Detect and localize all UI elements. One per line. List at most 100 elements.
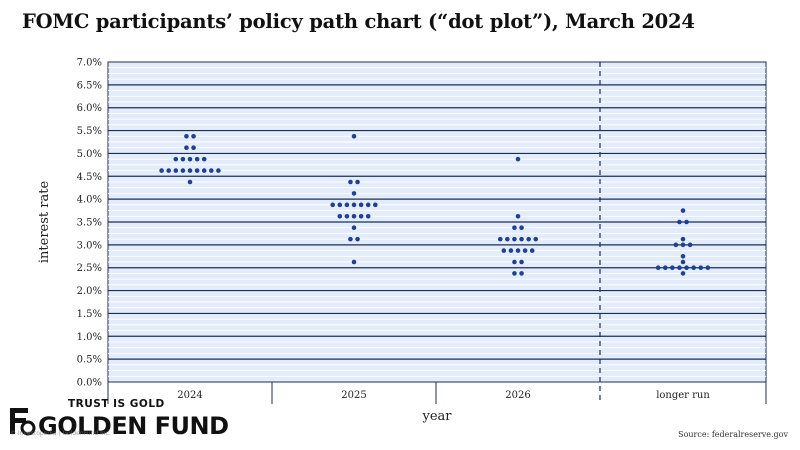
dot-2026 — [519, 236, 524, 242]
dot-2026 — [508, 248, 514, 253]
dot-2025 — [365, 202, 371, 208]
dot-2026 — [505, 236, 510, 242]
dot-2026 — [512, 236, 517, 242]
dot-longer-run — [677, 265, 682, 271]
dot-2026 — [515, 213, 521, 219]
dot-2024 — [187, 168, 193, 173]
watermark-tagline: TRUST IS GOLD — [68, 398, 165, 410]
dot-longer-run — [680, 253, 686, 259]
dot-2026 — [512, 259, 517, 265]
dot-2025 — [358, 213, 364, 219]
dot-2025 — [351, 213, 357, 219]
dot-2025 — [351, 191, 357, 196]
dot-2026 — [529, 248, 535, 253]
dot-2024 — [187, 156, 193, 162]
dot-2026 — [515, 248, 521, 253]
dot-2025 — [358, 202, 364, 208]
dot-longer-run — [698, 265, 704, 271]
dot-longer-run — [677, 219, 682, 225]
dot-2025 — [337, 202, 343, 208]
dot-2025 — [351, 259, 357, 265]
y-tick-label: 0.5% — [77, 355, 102, 366]
dot-2024 — [184, 133, 189, 139]
dot-2026 — [526, 236, 531, 242]
dot-2024 — [201, 168, 207, 173]
dot-2025 — [355, 236, 360, 242]
dot-2025 — [330, 202, 336, 208]
dot-2025 — [348, 236, 353, 242]
dot-2026 — [497, 236, 503, 242]
dot-2026 — [512, 271, 517, 276]
source-note: Source: federalreserve.gov — [678, 430, 788, 439]
y-tick-label: 5.0% — [77, 149, 102, 160]
y-tick-label: 0.0% — [77, 378, 102, 389]
dot-longer-run — [670, 265, 675, 271]
x-tick-label: 2025 — [341, 390, 366, 401]
dot-2025 — [373, 202, 378, 208]
y-tick-label: 4.5% — [77, 172, 102, 183]
dot-2025 — [351, 133, 357, 139]
dot-longer-run — [680, 259, 686, 265]
dot-longer-run — [662, 265, 668, 271]
dot-2025 — [355, 179, 360, 185]
y-tick-label: 6.5% — [77, 80, 102, 91]
dot-2025 — [348, 179, 353, 185]
dot-longer-run — [680, 208, 686, 213]
dots — [159, 133, 711, 276]
x-tick-label: longer run — [656, 390, 710, 401]
dot-2024 — [180, 156, 186, 162]
dot-2024 — [187, 179, 193, 185]
dot-2026 — [501, 248, 507, 253]
y-tick-label: 1.5% — [77, 309, 102, 320]
dot-longer-run — [687, 242, 693, 248]
dot-longer-run — [680, 271, 686, 276]
dot-2026 — [515, 156, 521, 162]
dot-2024 — [216, 168, 221, 173]
watermark-brand: GOLDEN FUND — [38, 412, 229, 440]
y-tick-label: 6.0% — [77, 103, 102, 114]
dot-longer-run — [673, 242, 679, 248]
dot-2026 — [519, 225, 524, 231]
dot-2025 — [351, 202, 357, 208]
dot-longer-run — [684, 265, 689, 271]
dot-longer-run — [655, 265, 661, 271]
dot-longer-run — [691, 265, 696, 271]
dot-2024 — [180, 168, 186, 173]
dot-2026 — [519, 271, 524, 276]
y-tick-label: 2.5% — [77, 263, 102, 274]
y-axis-label: interest rate — [37, 181, 52, 264]
watermark-logo: TRUST IS GOLD GOLDEN FUND — [6, 398, 296, 446]
dot-longer-run — [684, 219, 689, 225]
y-axis-ticks: 0.0% 0.5% 1.0% 1.5% 2.0% 2.5% 3.0% 3.5% 4.0% 4.5%… — [77, 58, 102, 389]
dot-longer-run — [680, 242, 686, 248]
dot-2026 — [519, 259, 524, 265]
y-tick-label: 2.0% — [77, 286, 102, 297]
y-tick-label: 3.5% — [77, 218, 102, 229]
dot-2024 — [194, 168, 200, 173]
y-tick-label: 1.0% — [77, 332, 102, 343]
x-axis: 2024 2025 2026 longer run — [107, 62, 767, 404]
dot-2026 — [512, 225, 517, 231]
image-credit: © Investopedia | GoldenFund Inc. — [10, 430, 111, 437]
gridlines — [108, 67, 766, 377]
golden-fund-logo-icon — [10, 408, 36, 436]
y-tick-label: 7.0% — [77, 58, 102, 69]
dot-2025 — [344, 202, 350, 208]
dot-2024 — [209, 168, 214, 173]
dot-2025 — [365, 213, 371, 219]
dot-2025 — [344, 213, 350, 219]
dot-2026 — [522, 248, 528, 253]
dot-2026 — [533, 236, 539, 242]
y-tick-label: 5.5% — [77, 126, 102, 137]
y-tick-label: 3.0% — [77, 240, 102, 251]
chart-title: FOMC participants’ policy path chart (“d… — [22, 10, 695, 33]
dot-2024 — [184, 145, 189, 151]
dot-2024 — [191, 145, 196, 151]
x-axis-label: year — [421, 409, 452, 424]
dot-2024 — [191, 133, 196, 139]
dot-longer-run — [680, 236, 686, 242]
y-tick-label: 4.0% — [77, 195, 102, 206]
dot-2024 — [166, 168, 171, 173]
dot-2024 — [173, 168, 179, 173]
